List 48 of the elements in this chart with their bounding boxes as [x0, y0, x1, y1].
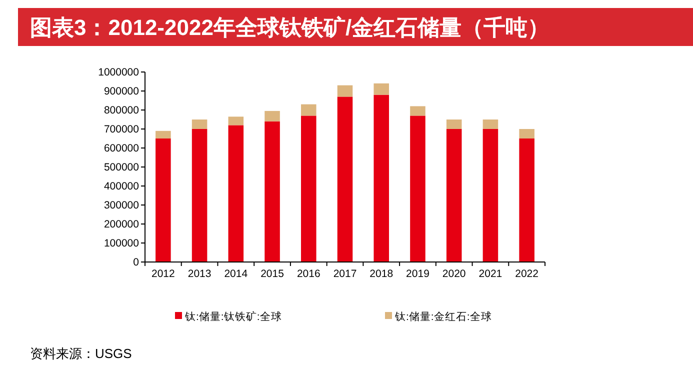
- bar: [374, 94, 389, 262]
- bar: [156, 130, 171, 138]
- x-tick-label: 2022: [515, 268, 539, 280]
- x-tick-label: 2016: [296, 268, 320, 280]
- y-tick-label: 800000: [104, 104, 140, 116]
- y-tick-label: 500000: [104, 162, 140, 174]
- bar: [519, 138, 534, 262]
- bar: [446, 129, 462, 262]
- chart-title: 图表3：2012-2022年全球钛铁矿/金红石储量（千吨）: [30, 15, 550, 40]
- x-tick-label: 2018: [370, 268, 394, 280]
- bar: [156, 138, 171, 262]
- bar: [264, 110, 280, 122]
- bar: [192, 129, 208, 262]
- text: 资料来源：USGS: [30, 346, 132, 361]
- x-tick-label: 2017: [333, 268, 357, 280]
- x-tick-label: 2019: [406, 268, 430, 280]
- bar: [192, 120, 208, 129]
- bar: [228, 116, 244, 126]
- y-tick-label: 900000: [104, 86, 140, 98]
- x-tick-label: 2013: [188, 268, 212, 280]
- x-tick-label: 2014: [224, 268, 248, 280]
- bar: [337, 96, 353, 262]
- x-tick-label: 2015: [260, 268, 284, 280]
- legend-label: 钛:储量:金红石:全球: [394, 310, 492, 323]
- bar: [410, 116, 426, 262]
- y-tick-label: 200000: [104, 218, 140, 230]
- x-tick-label: 2020: [442, 268, 466, 280]
- bar: [446, 120, 462, 129]
- y-tick-label: 1000000: [98, 66, 140, 78]
- bar: [337, 85, 353, 97]
- y-tick-label: 600000: [104, 142, 140, 154]
- bar: [301, 104, 316, 116]
- legend-label: 钛:储量:钛铁矿:全球: [184, 310, 282, 323]
- y-tick-label: 300000: [104, 200, 140, 212]
- bar: [374, 83, 389, 95]
- bar: [482, 120, 498, 129]
- bar: [264, 121, 280, 262]
- x-tick-label: 2021: [478, 268, 502, 280]
- y-tick-label: 400000: [104, 180, 140, 192]
- y-tick-label: 0: [133, 256, 140, 268]
- bar: [410, 106, 426, 116]
- bar: [482, 129, 498, 262]
- bar: [519, 129, 534, 138]
- bar: [301, 116, 316, 262]
- x-tick-label: 2012: [152, 268, 176, 280]
- bar: [228, 125, 244, 262]
- y-tick-label: 700000: [104, 124, 140, 136]
- y-tick-label: 100000: [104, 238, 140, 250]
